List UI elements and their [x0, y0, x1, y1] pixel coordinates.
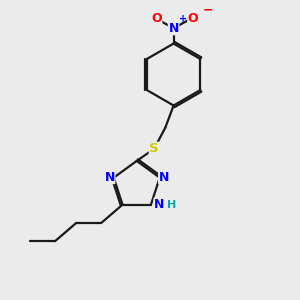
Text: −: −	[203, 4, 214, 16]
Text: N: N	[154, 198, 164, 211]
Text: +: +	[178, 14, 187, 24]
Text: S: S	[149, 142, 159, 155]
Text: N: N	[104, 170, 115, 184]
Text: N: N	[168, 22, 179, 35]
Text: H: H	[167, 200, 176, 210]
Text: O: O	[151, 12, 162, 25]
Text: O: O	[188, 12, 198, 25]
Text: N: N	[159, 170, 169, 184]
